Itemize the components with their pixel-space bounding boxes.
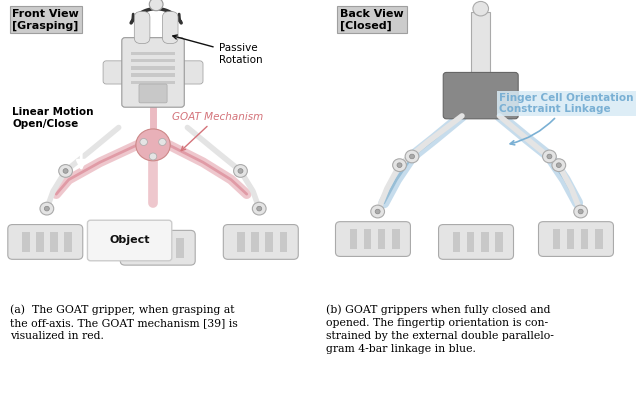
Text: Linear Motion
Open/Close: Linear Motion Open/Close xyxy=(13,107,94,129)
Circle shape xyxy=(238,169,243,173)
Circle shape xyxy=(393,159,406,171)
FancyBboxPatch shape xyxy=(139,84,167,103)
Bar xyxy=(495,232,502,252)
Circle shape xyxy=(547,154,552,159)
FancyBboxPatch shape xyxy=(122,38,184,107)
Circle shape xyxy=(44,206,49,211)
Bar xyxy=(552,229,561,249)
Bar xyxy=(481,232,488,252)
Bar xyxy=(266,232,273,252)
Circle shape xyxy=(149,0,163,11)
Bar xyxy=(148,238,156,258)
Bar xyxy=(177,238,184,258)
Bar xyxy=(131,73,175,77)
Circle shape xyxy=(136,129,170,161)
Bar xyxy=(452,232,460,252)
Bar xyxy=(349,229,357,249)
Bar xyxy=(392,229,399,249)
Bar xyxy=(237,232,245,252)
Bar xyxy=(467,232,474,252)
Circle shape xyxy=(552,159,566,171)
Bar xyxy=(252,232,259,252)
Bar xyxy=(50,232,58,252)
Circle shape xyxy=(397,163,402,167)
Circle shape xyxy=(473,2,488,16)
Circle shape xyxy=(59,164,72,177)
Circle shape xyxy=(410,154,415,159)
Bar xyxy=(471,12,490,75)
Circle shape xyxy=(574,205,588,218)
Bar xyxy=(163,238,170,258)
FancyBboxPatch shape xyxy=(163,12,178,44)
Circle shape xyxy=(40,202,54,215)
Bar xyxy=(36,232,44,252)
Text: Front View
[Grasping]: Front View [Grasping] xyxy=(13,9,79,30)
Text: (a)  The GOAT gripper, when grasping at
the off-axis. The GOAT mechanism [39] is: (a) The GOAT gripper, when grasping at t… xyxy=(10,304,237,341)
Bar xyxy=(131,59,175,62)
Circle shape xyxy=(578,209,583,214)
Circle shape xyxy=(371,205,385,218)
Circle shape xyxy=(149,153,157,160)
Bar xyxy=(131,81,175,84)
FancyBboxPatch shape xyxy=(335,222,410,256)
Bar xyxy=(131,66,175,69)
FancyBboxPatch shape xyxy=(223,224,298,259)
Text: (b) GOAT grippers when fully closed and
opened. The fingertip orientation is con: (b) GOAT grippers when fully closed and … xyxy=(326,304,554,354)
Circle shape xyxy=(252,202,266,215)
FancyBboxPatch shape xyxy=(438,224,513,259)
FancyBboxPatch shape xyxy=(120,230,195,265)
Circle shape xyxy=(543,150,556,163)
FancyBboxPatch shape xyxy=(538,222,614,256)
Text: Finger Cell Orientation
Constraint Linkage: Finger Cell Orientation Constraint Linka… xyxy=(499,93,634,145)
Bar xyxy=(595,229,602,249)
FancyBboxPatch shape xyxy=(103,61,131,84)
Circle shape xyxy=(375,209,380,214)
Bar xyxy=(280,232,287,252)
FancyBboxPatch shape xyxy=(8,224,83,259)
Bar xyxy=(364,229,371,249)
FancyBboxPatch shape xyxy=(444,72,518,119)
Circle shape xyxy=(257,206,262,211)
Circle shape xyxy=(63,169,68,173)
Circle shape xyxy=(234,164,247,177)
Bar xyxy=(566,229,575,249)
Text: Back View
[Closed]: Back View [Closed] xyxy=(340,9,404,30)
Bar xyxy=(22,232,29,252)
Bar xyxy=(64,232,72,252)
FancyBboxPatch shape xyxy=(175,61,203,84)
FancyBboxPatch shape xyxy=(88,220,172,261)
Bar xyxy=(131,51,175,55)
Circle shape xyxy=(405,150,419,163)
Circle shape xyxy=(556,163,561,167)
Text: Passive
Rotation: Passive Rotation xyxy=(173,35,262,65)
Bar xyxy=(378,229,385,249)
FancyBboxPatch shape xyxy=(134,12,150,44)
Text: GOAT Mechanism: GOAT Mechanism xyxy=(172,112,263,150)
Bar xyxy=(134,238,142,258)
Circle shape xyxy=(159,139,166,145)
Text: Object: Object xyxy=(109,236,150,245)
Bar xyxy=(580,229,588,249)
Circle shape xyxy=(140,139,147,145)
